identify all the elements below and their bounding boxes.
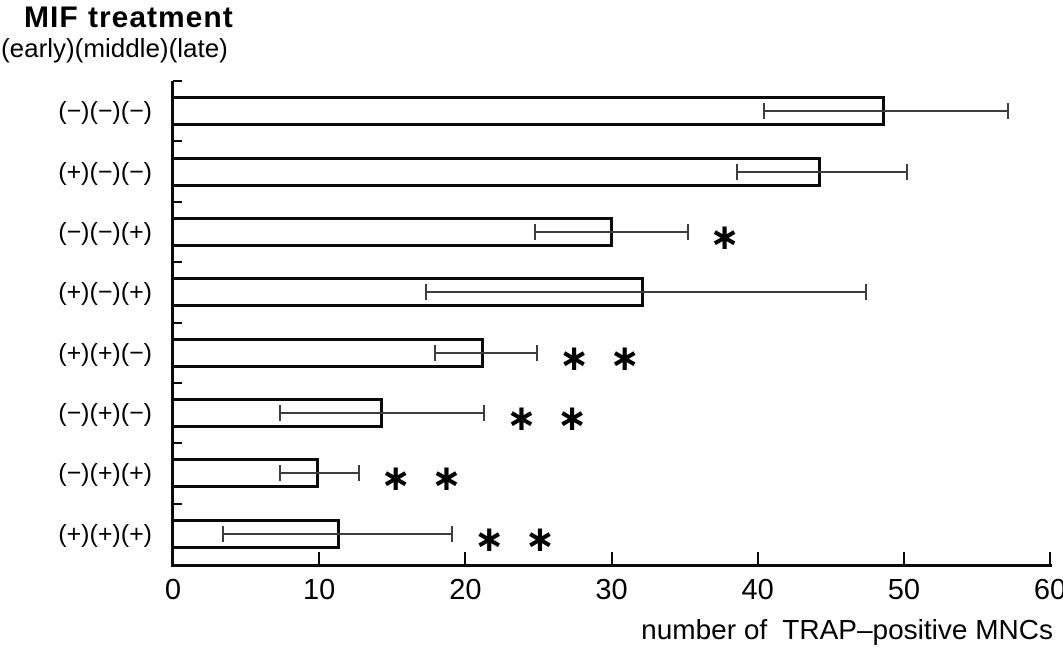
x-tick [464, 552, 467, 564]
x-tick-label: 0 [164, 574, 182, 606]
x-tick-label: 20 [449, 574, 482, 606]
y-category-tick [173, 381, 182, 384]
error-bar-cap-low [424, 284, 427, 301]
significance-marker: ∗ ∗ [380, 458, 462, 500]
significance-marker: ∗ ∗ [558, 337, 640, 379]
category-label: (−)(−)(+) [58, 217, 152, 246]
significance-marker: ∗ [709, 216, 740, 258]
error-bar-cap-low [221, 525, 224, 542]
error-bar-cap-low [278, 405, 281, 422]
category-label: (+)(−)(−) [58, 157, 152, 186]
bar [171, 216, 613, 247]
x-tick-label: 40 [741, 574, 774, 606]
significance-marker: ∗ ∗ [506, 398, 588, 440]
error-bar-cap-low [278, 465, 281, 482]
x-tick-label: 60 [1033, 574, 1063, 606]
category-label: (+)(+)(+) [58, 519, 152, 548]
error-bar-cap-high [905, 163, 908, 180]
error-bar-cap-low [433, 344, 436, 361]
y-category-tick [173, 502, 182, 505]
error-bar-cap-high [1006, 103, 1009, 120]
x-axis-title: number of TRAP–positive MNCs [641, 614, 1053, 645]
error-bar-cap-high [535, 344, 538, 361]
x-tick-label: 10 [303, 574, 336, 606]
error-bar-cap-high [686, 223, 689, 240]
error-bar-cap-high [483, 405, 486, 422]
chart-title: MIF treatment [24, 1, 234, 34]
chart-subtitle: (early)(middle)(late) [1, 33, 228, 63]
error-bar-line [737, 170, 907, 173]
category-label: (−)(+)(+) [58, 459, 152, 488]
error-bar-cap-high [864, 284, 867, 301]
category-label: (−)(+)(−) [58, 399, 152, 428]
x-tick [756, 552, 759, 564]
x-axis-line [171, 564, 1052, 567]
x-tick [902, 552, 905, 564]
error-bar-line [763, 110, 1008, 113]
error-bar-cap-low [534, 223, 537, 240]
x-tick [318, 552, 321, 564]
y-category-tick [173, 200, 182, 203]
x-tick [1049, 552, 1051, 564]
error-bar-cap-high [357, 465, 360, 482]
y-category-tick [173, 80, 182, 82]
error-bar-line [434, 351, 537, 354]
bar [171, 277, 644, 308]
significance-marker: ∗ ∗ [474, 518, 556, 560]
x-tick-label: 30 [595, 574, 628, 606]
error-bar-line [222, 532, 453, 535]
y-category-tick [173, 261, 182, 264]
x-tick-label: 50 [887, 574, 920, 606]
error-bar-cap-low [762, 103, 765, 120]
error-bar-line [535, 230, 688, 233]
error-bar-cap-low [736, 163, 739, 180]
y-category-tick [173, 321, 182, 324]
bar [171, 156, 821, 187]
category-label: (+)(+)(−) [58, 338, 152, 367]
category-label: (−)(−)(−) [58, 97, 152, 126]
category-label: (+)(−)(+) [58, 278, 152, 307]
error-bar-line [425, 291, 866, 294]
y-axis-line [171, 81, 174, 567]
error-bar-line [279, 472, 359, 475]
x-tick [610, 552, 613, 564]
y-category-tick [173, 442, 182, 445]
error-bar-line [279, 412, 485, 415]
error-bar-cap-high [451, 525, 454, 542]
y-category-tick [173, 140, 182, 143]
bar [171, 337, 485, 368]
